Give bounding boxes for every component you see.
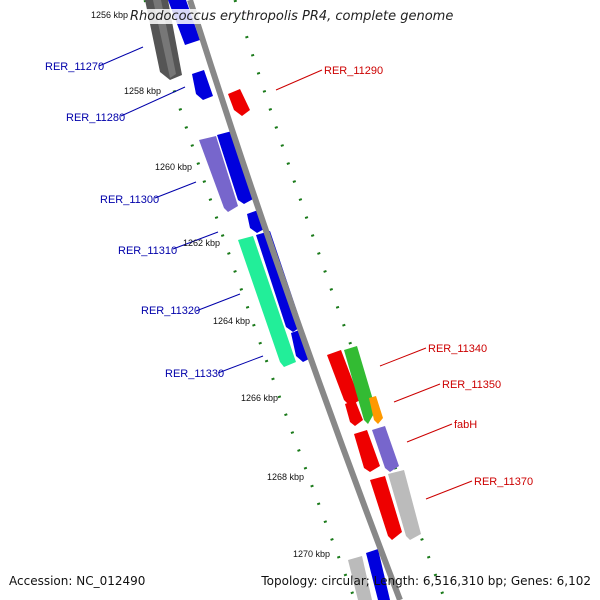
gene-arrow-rer-11300-b[interactable] bbox=[217, 131, 255, 204]
gene-arrow-fabh-b[interactable] bbox=[372, 426, 399, 472]
accession-label: Accession: NC_012490 bbox=[9, 574, 146, 588]
tick-label: 1256 kbp bbox=[91, 10, 128, 20]
leader-line bbox=[406, 423, 453, 443]
leader-line bbox=[393, 383, 441, 403]
tick-label: 1258 kbp bbox=[124, 86, 161, 96]
gene-arrow-bottom-grey[interactable] bbox=[348, 556, 372, 600]
leader-line bbox=[379, 347, 427, 367]
gene-label[interactable]: RER_11290 bbox=[324, 65, 383, 77]
gene-label[interactable]: fabH bbox=[454, 419, 477, 431]
gene-arrow-rer-11310[interactable] bbox=[247, 210, 266, 233]
genome-backbone bbox=[187, 0, 403, 600]
gene-arrow-rer-11320-b[interactable] bbox=[238, 236, 296, 367]
gene-arrow-fabh-a[interactable] bbox=[354, 430, 380, 472]
leader-line bbox=[154, 181, 197, 199]
gene-arrow-rer-11340-a[interactable] bbox=[327, 350, 360, 406]
gene-label[interactable]: RER_11330 bbox=[165, 368, 224, 380]
tick-label: 1264 kbp bbox=[213, 316, 250, 326]
gene-arrow-rer-11300-a[interactable] bbox=[199, 136, 238, 212]
gene-label[interactable]: RER_11270 bbox=[45, 61, 104, 73]
leader-line bbox=[172, 231, 219, 250]
gene-arrow-rer-11350[interactable] bbox=[369, 396, 383, 424]
gene-arrow-small-red[interactable] bbox=[345, 400, 363, 426]
leader-line bbox=[275, 69, 323, 91]
gene-arrow-rer-11280[interactable] bbox=[192, 70, 213, 100]
inner-dotted-ring bbox=[143, 0, 357, 600]
gene-arrow-bottom-blue[interactable] bbox=[366, 549, 390, 600]
gene-label[interactable]: RER_11370 bbox=[474, 476, 533, 488]
gene-label[interactable]: RER_11310 bbox=[118, 245, 177, 257]
tick-label: 1268 kbp bbox=[267, 472, 304, 482]
tick-label: 1260 kbp bbox=[155, 162, 192, 172]
gene-arrow-rer-11290[interactable] bbox=[228, 89, 250, 116]
leader-line bbox=[195, 293, 241, 312]
gene-arrow-rer-11340-b[interactable] bbox=[344, 346, 376, 424]
tick-label: 1266 kbp bbox=[241, 393, 278, 403]
leader-line bbox=[98, 46, 144, 67]
map-title: Rhodococcus erythropolis PR4, complete g… bbox=[130, 9, 454, 24]
gene-arrow-rer-11370-a[interactable] bbox=[370, 476, 402, 540]
genome-summary: Topology: circular; Length: 6,516,310 bp… bbox=[261, 574, 591, 588]
tick-label: 1262 kbp bbox=[183, 238, 220, 248]
leader-line bbox=[217, 355, 264, 374]
gene-label[interactable]: RER_11280 bbox=[66, 112, 125, 124]
gene-label[interactable]: RER_11340 bbox=[428, 343, 487, 355]
gene-label[interactable]: RER_11320 bbox=[141, 305, 200, 317]
gene-arrow-rer-11370-b[interactable] bbox=[388, 470, 421, 540]
gene-label[interactable]: RER_11350 bbox=[442, 379, 501, 391]
leader-line bbox=[425, 480, 473, 500]
gene-label[interactable]: RER_11300 bbox=[100, 194, 159, 206]
leader-line bbox=[120, 86, 186, 117]
tick-label: 1270 kbp bbox=[293, 549, 330, 559]
